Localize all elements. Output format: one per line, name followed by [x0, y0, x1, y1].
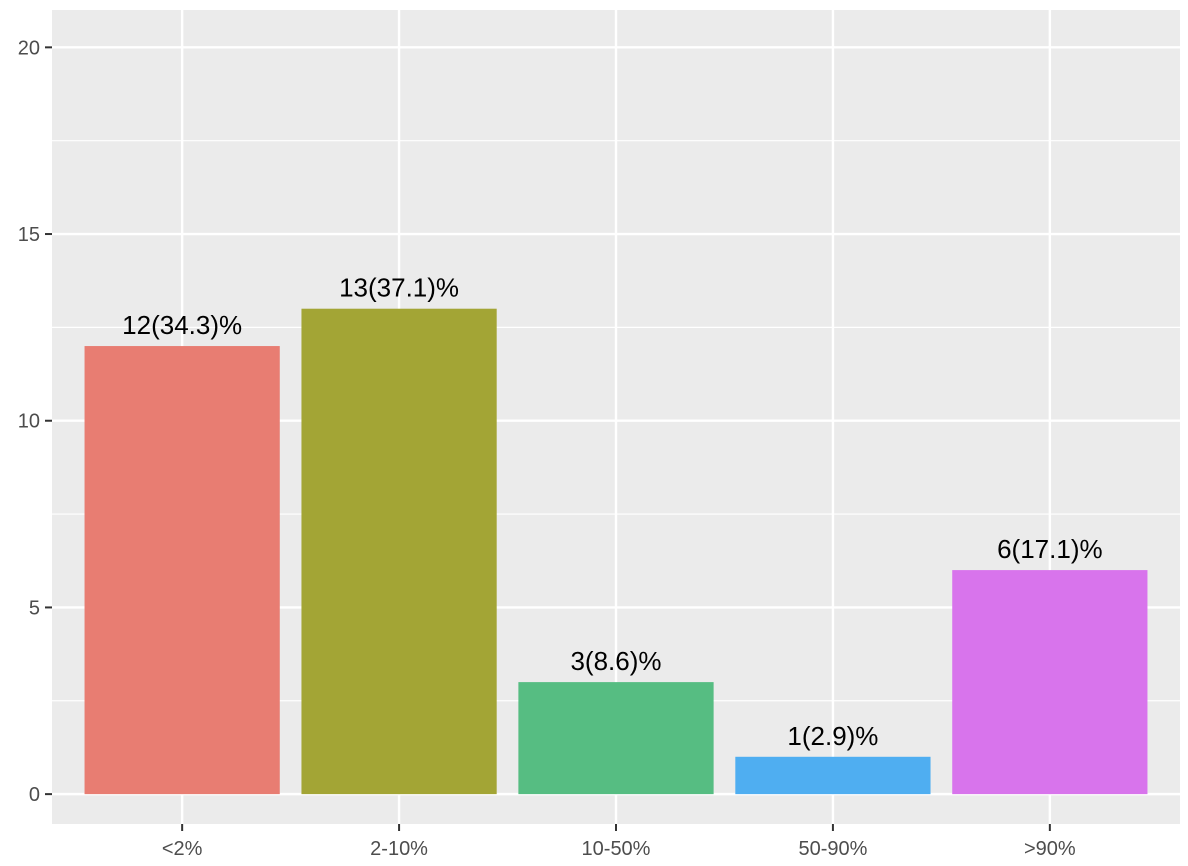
x-tick-label: 2-10%: [370, 838, 428, 860]
bar: [518, 682, 714, 795]
bars: [84, 308, 1148, 795]
bar: [735, 756, 931, 795]
x-axis: <2% 2-10% 10-50% 50-90% >90%: [162, 824, 1076, 860]
x-tick-label: 50-90%: [798, 838, 867, 860]
bar-value-label: 3(8.6)%: [570, 646, 661, 676]
x-tick-label: 10-50%: [582, 838, 651, 860]
y-tick-label: 10: [18, 411, 40, 433]
bar: [301, 308, 497, 795]
x-tick-label: >90%: [1024, 838, 1076, 860]
y-tick-label: 5: [29, 597, 40, 619]
bar-labels: 12(34.3)% 13(37.1)% 3(8.6)% 1(2.9)% 6(17.1)%: [122, 273, 1102, 751]
y-axis: 0 5 10 15 20: [18, 37, 52, 806]
bar-value-label: 1(2.9)%: [787, 721, 878, 751]
y-tick-label: 20: [18, 37, 40, 59]
y-tick-label: 15: [18, 224, 40, 246]
x-tick-label: <2%: [162, 838, 203, 860]
y-tick-label: 0: [29, 784, 40, 806]
bar-value-label: 13(37.1)%: [339, 273, 459, 303]
bar-value-label: 12(34.3)%: [122, 310, 242, 340]
bar: [952, 570, 1148, 795]
bar: [84, 346, 280, 795]
bar-value-label: 6(17.1)%: [997, 534, 1103, 564]
